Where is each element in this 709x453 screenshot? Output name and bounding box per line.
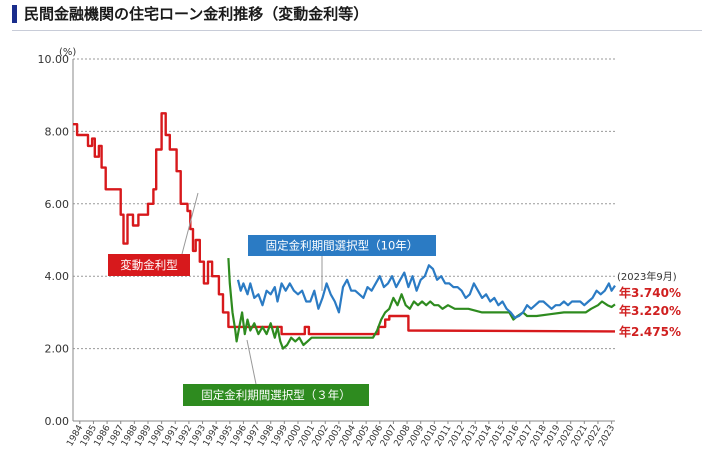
leader-line-variable bbox=[181, 192, 199, 255]
label-box-fixed10 bbox=[248, 235, 436, 256]
label-box-variable bbox=[108, 254, 190, 276]
end-value-variable: 年2.475% bbox=[619, 324, 681, 339]
chart-title: 民間金融機関の住宅ローン金利推移（変動金利等） bbox=[24, 5, 369, 23]
series-name-fixed3: 固定金利期間選択型（３年） bbox=[201, 388, 351, 402]
series-line-fixed10 bbox=[236, 264, 616, 319]
y-tick-label: 6.00 bbox=[45, 198, 70, 211]
series-labels: 変動金利型 固定金利期間選択型（10年） 固定金利期間選択型（３年） 年3.740% 年… bbox=[108, 192, 681, 406]
title-divider bbox=[12, 30, 702, 31]
grid-lines bbox=[73, 58, 615, 422]
x-axis: 1984198519861987198819891990199119921993… bbox=[65, 421, 617, 448]
title-accent-bar bbox=[12, 5, 17, 23]
y-axis: 0.00 2.00 4.00 6.00 8.00 10.00(%) bbox=[38, 47, 77, 428]
y-tick-label: 4.00 bbox=[45, 270, 70, 283]
leader-line-fixed3 bbox=[246, 339, 257, 385]
end-value-fixed3: 年3.220% bbox=[619, 303, 681, 318]
title-bar: 民間金融機関の住宅ローン金利推移（変動金利等） bbox=[0, 0, 709, 31]
label-box-fixed3 bbox=[183, 384, 369, 406]
y-tick-label: 2.00 bbox=[45, 343, 70, 356]
y-tick-label: 0.00 bbox=[45, 415, 70, 428]
series-line-variable bbox=[73, 112, 616, 336]
series-group bbox=[73, 112, 616, 350]
series-name-fixed10: 固定金利期間選択型（10年） bbox=[266, 239, 419, 253]
y-unit-label: (%) bbox=[59, 47, 76, 58]
y-tick-label: 8.00 bbox=[45, 125, 70, 138]
series-name-variable: 変動金利型 bbox=[120, 258, 178, 272]
date-note: (2023年9月) bbox=[617, 270, 677, 283]
series-line-fixed3 bbox=[227, 258, 616, 350]
y-tick-label: 10.00 bbox=[38, 53, 70, 66]
end-value-fixed10: 年3.740% bbox=[619, 285, 681, 300]
